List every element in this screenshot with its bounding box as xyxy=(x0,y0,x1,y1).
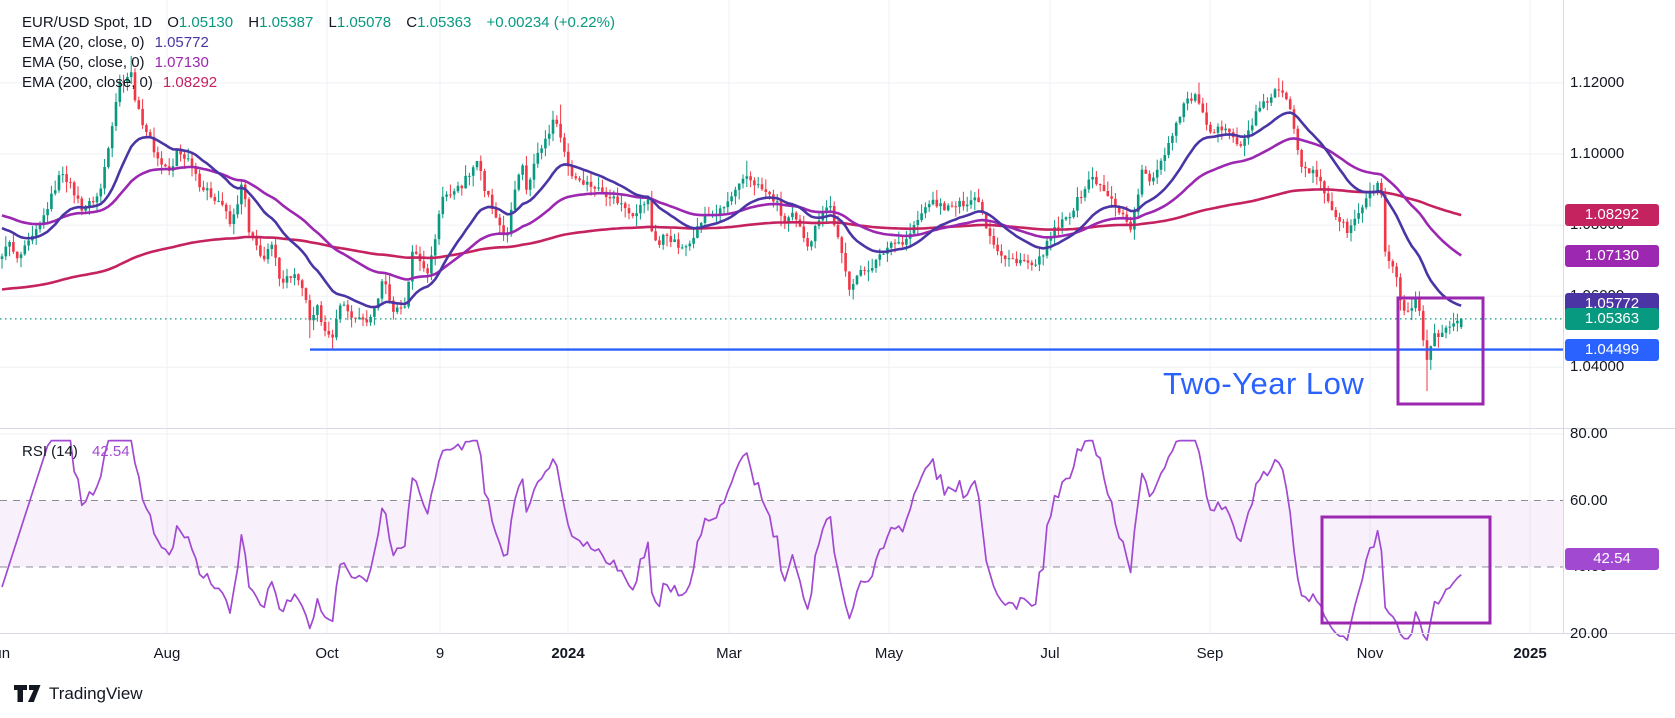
time-tick-2024: 2024 xyxy=(551,645,585,662)
price-tick-1.10000: 1.10000 xyxy=(1570,145,1625,162)
symbol-title[interactable]: EUR/USD Spot, 1D xyxy=(22,14,153,31)
tradingview-attribution[interactable]: TradingView xyxy=(14,684,143,704)
two-year-low-annotation: Two-Year Low xyxy=(1163,366,1365,401)
rsi-legend-row[interactable]: RSI (14) 42.54 xyxy=(22,443,130,460)
time-tick-Mar: Mar xyxy=(716,645,742,662)
rsi-label[interactable]: RSI (14) xyxy=(22,443,78,460)
highlight-rectangle-price xyxy=(1396,296,1485,406)
high-value: 1.05387 xyxy=(259,14,314,31)
rsi-tick-20.00: 20.00 xyxy=(1570,624,1608,642)
low-value: 1.05078 xyxy=(336,14,392,31)
time-tick-Nov: Nov xyxy=(1356,645,1384,662)
change-value: +0.00234 (+0.22%) xyxy=(486,14,615,31)
time-tick-9: 9 xyxy=(435,645,445,662)
rsi-tick-80.00: 80.00 xyxy=(1570,425,1608,442)
rsi-tick-60.00: 60.00 xyxy=(1570,491,1608,509)
ema20-label: EMA (20, close, 0) xyxy=(22,34,145,51)
time-tick-Jul: Jul xyxy=(1040,645,1060,662)
low-label: L xyxy=(328,14,337,31)
ema200-value: 1.08292 xyxy=(162,74,218,91)
close-value: 1.05363 xyxy=(417,14,472,31)
ema20-value: 1.05772 xyxy=(154,34,209,51)
high-label: H xyxy=(248,14,260,31)
open-label: O xyxy=(167,14,179,31)
chart-legend: EUR/USD Spot, 1D O1.05130 H1.05387 L1.05… xyxy=(22,13,615,93)
ema-20-line xyxy=(1,111,1462,309)
time-tick-2025: 2025 xyxy=(1513,645,1547,662)
ema-200-line xyxy=(1,188,1462,291)
rsi-value: 42.54 xyxy=(92,443,130,460)
highlight-rectangle-rsi xyxy=(1320,515,1492,625)
close-label: C xyxy=(406,14,418,31)
price-tick-1.04000: 1.04000 xyxy=(1570,358,1625,376)
price-badge-1.07130: 1.07130 xyxy=(1565,245,1659,268)
indicator-legend-row-ema20[interactable]: EMA (20, close, 0) 1.05772 xyxy=(22,33,615,53)
symbol-legend-row[interactable]: EUR/USD Spot, 1D O1.05130 H1.05387 L1.05… xyxy=(22,13,615,33)
price-badge-1.05363: 1.05363 xyxy=(1565,307,1659,330)
indicator-legend-row-ema50[interactable]: EMA (50, close, 0) 1.07130 xyxy=(22,53,615,73)
rsi-band xyxy=(0,500,1563,567)
time-tick-Sep: Sep xyxy=(1196,645,1224,662)
time-tick-Aug: Aug xyxy=(153,645,181,662)
ema50-label: EMA (50, close, 0) xyxy=(22,54,145,71)
time-tick-Jun: Jun xyxy=(0,645,11,662)
rsi-value-badge: 42.54 xyxy=(1565,547,1659,570)
price-tick-1.12000: 1.12000 xyxy=(1570,73,1625,91)
price-badge-1.08292: 1.08292 xyxy=(1565,203,1659,226)
indicator-legend-row-ema200[interactable]: EMA (200, close, 0) 1.08292 xyxy=(22,73,615,93)
ema50-value: 1.07130 xyxy=(154,54,209,71)
ema200-label: EMA (200, close, 0) xyxy=(22,74,153,91)
time-tick-May: May xyxy=(874,645,904,662)
time-tick-Oct: Oct xyxy=(315,645,339,662)
ema-50-line xyxy=(1,137,1462,281)
rsi-line xyxy=(1,439,1462,641)
price-badge-1.04499: 1.04499 xyxy=(1565,338,1659,361)
gridlines xyxy=(0,0,1563,633)
candlesticks xyxy=(0,55,1463,392)
tradingview-brand-text: TradingView xyxy=(49,684,143,703)
tradingview-logo-icon xyxy=(14,684,41,702)
open-value: 1.05130 xyxy=(178,14,234,31)
